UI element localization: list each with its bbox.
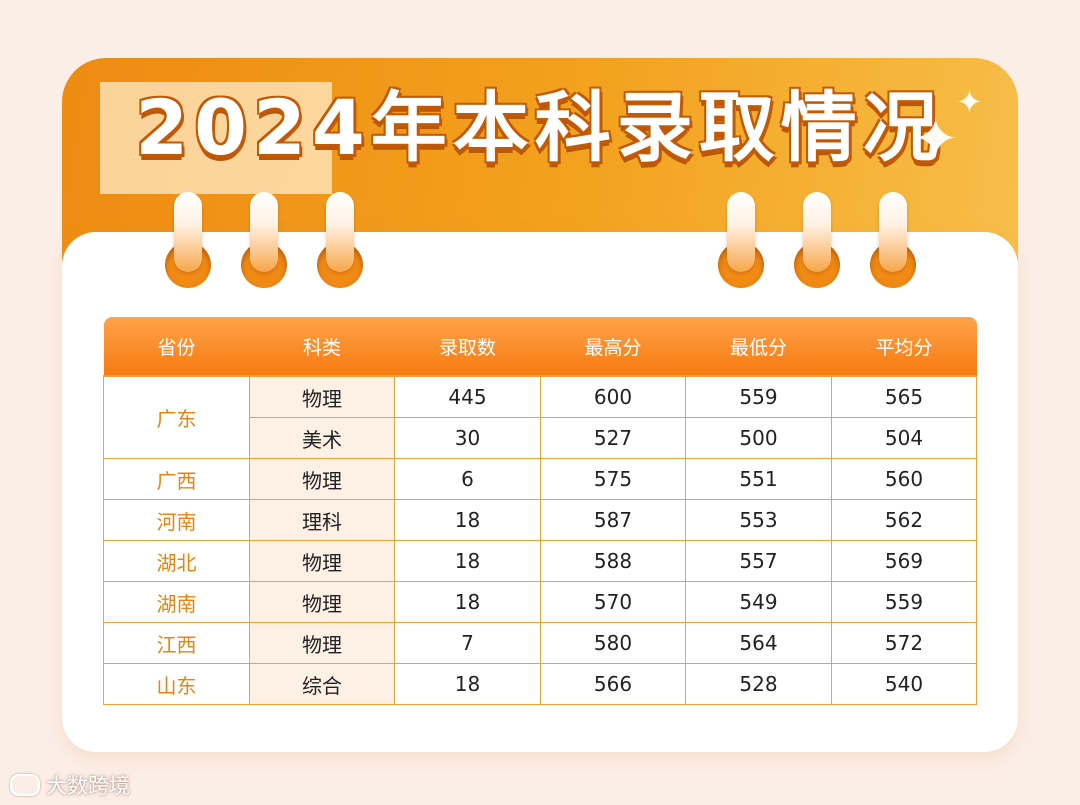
header-avg-score: 平均分 — [831, 317, 977, 376]
cell-max-score: 575 — [540, 458, 686, 500]
table-row: 江西 物理 7 580 564 572 — [103, 622, 977, 664]
admission-table: 省份 科类 录取数 最高分 最低分 平均分 广东 物理 445 600 559 565 美术… — [103, 317, 977, 705]
cell-province: 湖北 — [103, 540, 250, 582]
cell-min-score: 549 — [685, 581, 832, 623]
cell-min-score: 557 — [685, 540, 832, 582]
cell-max-score: 600 — [540, 375, 686, 418]
cell-max-score: 587 — [540, 499, 686, 541]
cell-admitted: 6 — [394, 458, 541, 500]
cell-category: 理科 — [249, 499, 395, 541]
cell-avg-score: 572 — [831, 622, 977, 664]
cell-admitted: 7 — [394, 622, 541, 664]
cell-category: 物理 — [249, 375, 395, 418]
cell-avg-score: 540 — [831, 663, 977, 705]
cell-category: 物理 — [249, 581, 395, 623]
table-body: 广东 物理 445 600 559 565 美术 30 527 500 504 广西 物理 6 575 551… — [103, 375, 977, 705]
cell-max-score: 570 — [540, 581, 686, 623]
cell-avg-score: 569 — [831, 540, 977, 582]
cell-max-score: 580 — [540, 622, 686, 664]
cell-category: 美术 — [249, 417, 395, 459]
cell-province: 山东 — [103, 663, 250, 705]
cell-province: 广东 — [103, 375, 250, 459]
header-category: 科类 — [249, 317, 395, 376]
cell-avg-score: 560 — [831, 458, 977, 500]
cell-max-score: 566 — [540, 663, 686, 705]
cell-province: 河南 — [103, 499, 250, 541]
cell-admitted: 30 — [394, 417, 541, 459]
cell-province: 广西 — [103, 458, 250, 500]
cell-min-score: 500 — [685, 417, 832, 459]
cell-min-score: 553 — [685, 499, 832, 541]
table-row: 美术 30 527 500 504 — [104, 417, 977, 459]
watermark-text: 大数跨境 — [46, 774, 130, 798]
sparkle-icon: ✦ — [912, 107, 959, 172]
table-row: 山东 综合 18 566 528 540 — [103, 663, 977, 705]
table-header-row: 省份 科类 录取数 最高分 最低分 平均分 — [103, 317, 977, 376]
decorative-grid — [100, 82, 332, 194]
cell-province: 江西 — [103, 622, 250, 664]
cell-avg-score: 559 — [831, 581, 977, 623]
watermark: 大数跨境 — [10, 770, 130, 800]
cell-max-score: 588 — [540, 540, 686, 582]
cell-admitted: 445 — [394, 375, 541, 418]
header-province: 省份 — [103, 317, 250, 376]
cell-category: 物理 — [249, 622, 395, 664]
cell-category: 综合 — [249, 663, 395, 705]
header-min-score: 最低分 — [685, 317, 832, 376]
cell-avg-score: 565 — [831, 375, 977, 418]
header-max-score: 最高分 — [540, 317, 686, 376]
cell-max-score: 527 — [540, 417, 686, 459]
sparkle-icon: ✦ — [956, 83, 983, 121]
table-row: 河南 理科 18 587 553 562 — [103, 499, 977, 541]
table-row: 湖南 物理 18 570 549 559 — [103, 581, 977, 623]
cell-min-score: 551 — [685, 458, 832, 500]
cell-min-score: 528 — [685, 663, 832, 705]
cell-min-score: 564 — [685, 622, 832, 664]
page-title: 2024年本科录取情况 — [135, 83, 945, 172]
cell-province: 湖南 — [103, 581, 250, 623]
cell-admitted: 18 — [394, 540, 541, 582]
cell-admitted: 18 — [394, 581, 541, 623]
cell-category: 物理 — [249, 458, 395, 500]
cell-admitted: 18 — [394, 499, 541, 541]
table-row: 广东 物理 445 600 559 565 — [103, 375, 977, 459]
cell-min-score: 559 — [685, 375, 832, 418]
table-row: 广西 物理 6 575 551 560 — [103, 458, 977, 500]
cell-avg-score: 504 — [831, 417, 977, 459]
cell-avg-score: 562 — [831, 499, 977, 541]
header-admitted: 录取数 — [394, 317, 541, 376]
cell-admitted: 18 — [394, 663, 541, 705]
table-row: 湖北 物理 18 588 557 569 — [103, 540, 977, 582]
cell-category: 物理 — [249, 540, 395, 582]
watermark-logo-icon — [10, 774, 40, 796]
